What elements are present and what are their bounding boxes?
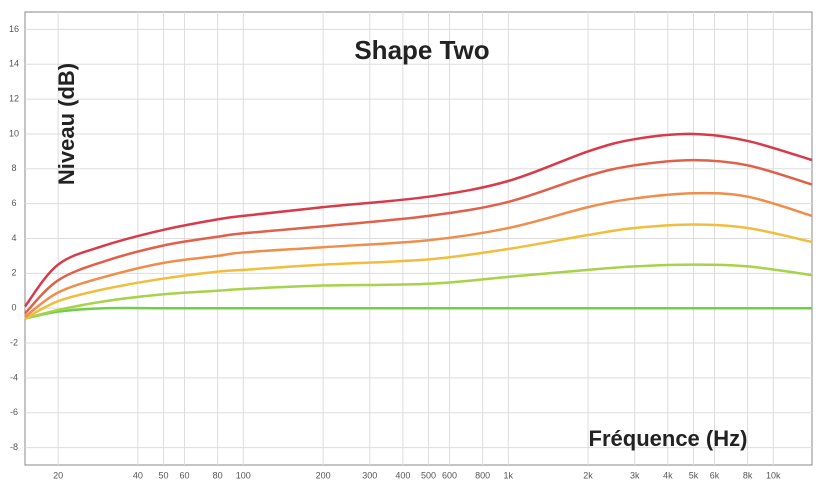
y-tick-label: 12: [9, 93, 19, 103]
curve: [24, 158, 813, 315]
x-tick-label: 40: [133, 470, 143, 480]
y-axis-label: Niveau (dB): [54, 63, 79, 185]
y-tick-label: 4: [11, 233, 16, 243]
x-tick-label: 600: [442, 470, 457, 480]
x-tick-label: 200: [316, 470, 331, 480]
y-tick-label: 0: [11, 303, 16, 313]
y-tick-label: -2: [10, 337, 18, 347]
x-tick-label: 1k: [504, 470, 514, 480]
x-tick-label: 6k: [710, 470, 720, 480]
x-tick-label: 100: [236, 470, 251, 480]
y-tick-label: 8: [11, 163, 16, 173]
curve: [24, 191, 813, 318]
y-tick-label: -4: [10, 372, 18, 382]
x-tick-label: 60: [180, 470, 190, 480]
y-tick-label: 2: [11, 268, 16, 278]
x-tick-label: 5k: [689, 470, 699, 480]
x-tick-label: 300: [362, 470, 377, 480]
x-tick-label: 50: [159, 470, 169, 480]
x-tick-label: 2k: [583, 470, 593, 480]
x-tick-label: 4k: [663, 470, 673, 480]
y-tick-label: -6: [10, 407, 18, 417]
x-tick-label: 8k: [743, 470, 753, 480]
x-tick-label: 400: [395, 470, 410, 480]
curve: [24, 223, 813, 320]
x-tick-label: 20: [53, 470, 63, 480]
curve: [24, 263, 813, 320]
chart-title: Shape Two: [354, 35, 489, 65]
x-tick-label: 800: [475, 470, 490, 480]
y-tick-label: 10: [9, 128, 19, 138]
y-tick-label: 14: [9, 59, 19, 69]
x-tick-label: 10k: [766, 470, 781, 480]
x-axis-label: Fréquence (Hz): [589, 426, 748, 451]
y-tick-label: -8: [10, 442, 18, 452]
curve: [24, 132, 813, 308]
y-tick-label: 6: [11, 198, 16, 208]
x-tick-label: 3k: [630, 470, 640, 480]
y-tick-label: 16: [9, 24, 19, 34]
curve: [24, 306, 812, 320]
x-tick-label: 80: [213, 470, 223, 480]
x-tick-label: 500: [421, 470, 436, 480]
